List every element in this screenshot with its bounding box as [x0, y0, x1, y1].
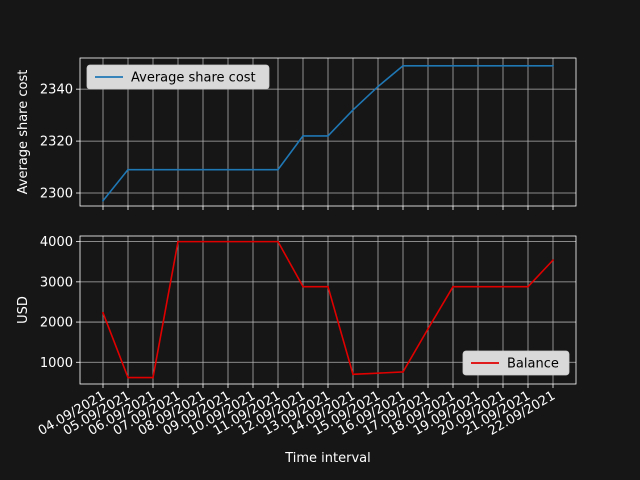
data-point	[227, 240, 229, 243]
data-point	[502, 285, 504, 288]
axes-frame	[79, 57, 577, 207]
data-point	[302, 134, 304, 137]
data-point	[402, 371, 404, 373]
data-point	[527, 285, 529, 288]
subplot-average-share-cost: 2300 2320 2340 Average share cost Average sh…	[16, 57, 577, 210]
data-point	[252, 168, 254, 171]
y-axis-label: USD	[16, 296, 31, 324]
data-point	[202, 240, 204, 243]
legend: Average share cost	[86, 64, 270, 90]
data-point	[277, 168, 279, 171]
data-point	[452, 285, 454, 288]
data-point	[402, 64, 404, 67]
x-axis-label: Time interval	[284, 451, 371, 466]
data-point	[302, 285, 304, 288]
axes-frame	[79, 235, 577, 385]
data-point	[152, 376, 154, 379]
data-point	[477, 285, 479, 288]
data-point	[127, 168, 129, 171]
data-point	[352, 109, 354, 111]
y-tick-label: 2300	[40, 187, 73, 202]
legend-label: Average share cost	[131, 71, 256, 86]
data-point	[352, 373, 354, 376]
legend-label: Balance	[507, 357, 559, 372]
data-point	[102, 311, 104, 314]
data-point	[377, 372, 379, 375]
y-tick-label: 2000	[40, 316, 73, 331]
data-point	[452, 64, 454, 67]
legend: Balance	[462, 350, 570, 376]
data-point	[152, 168, 154, 171]
data-point	[552, 259, 554, 262]
y-axis-label: Average share cost	[16, 70, 31, 195]
data-point	[252, 240, 254, 243]
data-point	[552, 64, 554, 67]
data-point	[527, 64, 529, 67]
data-point	[102, 199, 104, 202]
data-point	[277, 240, 279, 243]
y-tick-label: 2340	[40, 83, 73, 98]
y-tick-label: 2320	[40, 135, 73, 150]
data-point	[477, 64, 479, 67]
data-point	[227, 168, 229, 171]
y-tick-label: 1000	[40, 356, 73, 371]
data-point	[127, 376, 129, 379]
data-point	[427, 64, 429, 67]
data-point	[327, 285, 329, 288]
data-point	[377, 85, 379, 88]
data-point	[177, 240, 179, 243]
y-tick-label: 4000	[40, 235, 73, 250]
y-tick-label: 3000	[40, 275, 73, 290]
data-point	[327, 134, 329, 137]
data-point	[502, 64, 504, 67]
legend-box	[86, 64, 270, 90]
legend-box	[462, 350, 570, 376]
data-point	[427, 328, 429, 330]
subplot-balance: 1000200030004000USDBalance04.09/202105.0…	[16, 235, 577, 466]
data-point	[177, 168, 179, 171]
data-point	[202, 168, 204, 171]
